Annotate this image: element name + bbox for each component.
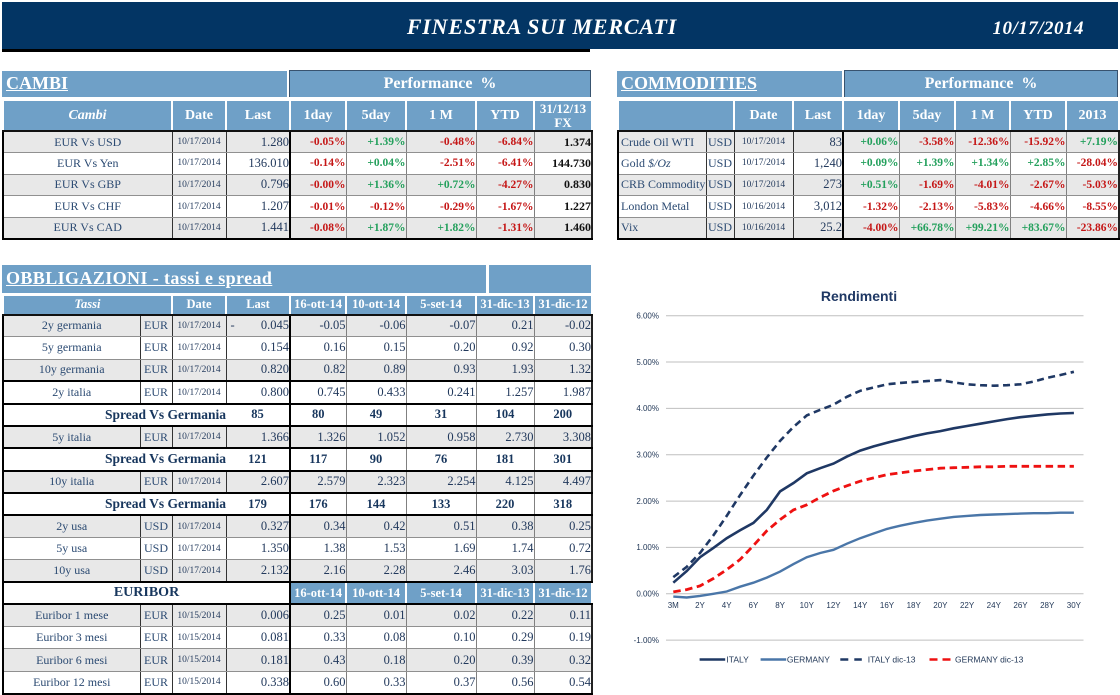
svg-text:ITALY dic-13: ITALY dic-13 bbox=[868, 655, 916, 665]
svg-text:22Y: 22Y bbox=[960, 601, 975, 610]
svg-text:5.00%: 5.00% bbox=[636, 358, 659, 367]
svg-text:20Y: 20Y bbox=[933, 601, 948, 610]
svg-text:16Y: 16Y bbox=[880, 601, 895, 610]
svg-text:24Y: 24Y bbox=[987, 601, 1002, 610]
svg-text:6.00%: 6.00% bbox=[636, 312, 659, 321]
svg-text:4.00%: 4.00% bbox=[636, 404, 659, 413]
svg-text:26Y: 26Y bbox=[1013, 601, 1028, 610]
svg-text:Rendimenti: Rendimenti bbox=[821, 288, 897, 304]
svg-text:18Y: 18Y bbox=[907, 601, 922, 610]
svg-text:2.00%: 2.00% bbox=[636, 497, 659, 506]
svg-text:10Y: 10Y bbox=[800, 601, 815, 610]
svg-text:GERMANY: GERMANY bbox=[787, 655, 830, 665]
svg-text:6Y: 6Y bbox=[749, 601, 759, 610]
svg-text:1.00%: 1.00% bbox=[636, 543, 659, 552]
svg-text:0.00%: 0.00% bbox=[636, 590, 659, 599]
svg-text:4Y: 4Y bbox=[722, 601, 732, 610]
svg-text:ITALY: ITALY bbox=[726, 655, 749, 665]
svg-text:3.00%: 3.00% bbox=[636, 451, 659, 460]
svg-text:14Y: 14Y bbox=[853, 601, 868, 610]
svg-text:3M: 3M bbox=[668, 601, 679, 610]
svg-text:30Y: 30Y bbox=[1067, 601, 1082, 610]
svg-text:28Y: 28Y bbox=[1040, 601, 1055, 610]
svg-text:2Y: 2Y bbox=[695, 601, 705, 610]
svg-text:12Y: 12Y bbox=[826, 601, 841, 610]
svg-text:-1.00%: -1.00% bbox=[634, 636, 659, 645]
svg-text:8Y: 8Y bbox=[775, 601, 785, 610]
svg-text:GERMANY dic-13: GERMANY dic-13 bbox=[955, 655, 1024, 665]
